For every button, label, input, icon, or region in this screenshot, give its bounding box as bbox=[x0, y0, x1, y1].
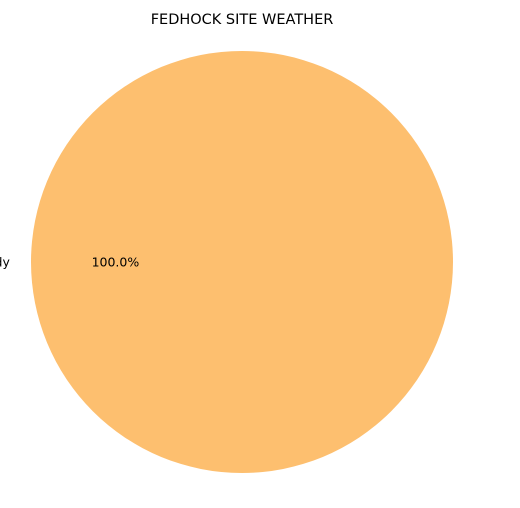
pie-slices bbox=[31, 51, 453, 473]
pie-labels: 100.0% Partly cloudy bbox=[0, 255, 139, 270]
slice-category-label: Partly cloudy bbox=[0, 255, 10, 270]
slice-percent-label: 100.0% bbox=[92, 255, 140, 270]
pie-slice bbox=[31, 51, 453, 473]
chart-title: FEDHOCK SITE WEATHER bbox=[151, 12, 334, 28]
